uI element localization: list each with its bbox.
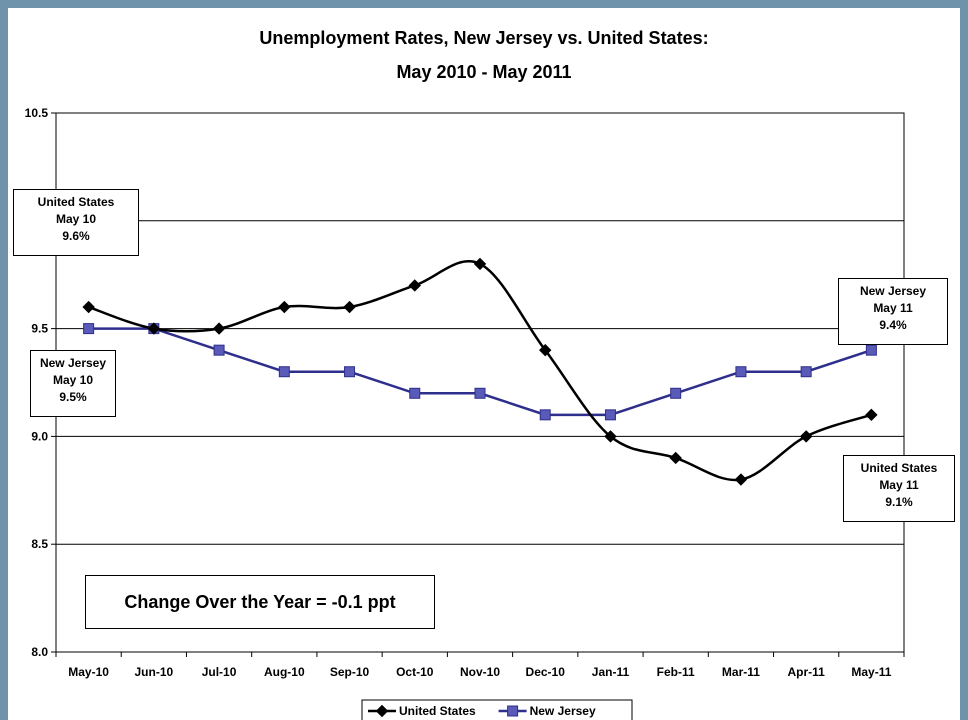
change-over-year-box: Change Over the Year = -0.1 ppt [85,575,435,629]
data-point-united-states [82,300,95,314]
data-point-new-jersey [670,387,682,399]
data-point-united-states [604,430,617,443]
callout-us-may11: United States May 11 9.1% [843,455,955,522]
callout-line: 9.1% [885,495,913,509]
y-tick-label: 9.5 [31,322,48,336]
x-tick-label: Sep-10 [330,665,370,679]
data-point-new-jersey [604,409,616,421]
y-tick-label: 8.5 [31,537,48,551]
x-tick-label: Jun-10 [135,665,174,679]
x-tick-label: Jul-10 [202,665,237,679]
callout-line: May 10 [55,212,97,226]
data-point-united-states [539,343,552,357]
data-point-new-jersey [800,366,812,378]
data-point-united-states [865,408,878,422]
data-point-united-states [473,257,487,271]
x-tick-label: Nov-10 [460,665,500,679]
data-point-new-jersey [474,387,486,399]
data-point-united-states [147,322,161,335]
data-point-united-states [343,300,356,314]
x-tick-label: May-10 [68,665,109,679]
data-point-united-states [734,473,748,486]
callout-us-may10: United States May 10 9.6% [13,189,139,256]
data-point-new-jersey [539,409,551,421]
y-tick-label: 10.5 [25,106,49,120]
data-point-new-jersey [735,366,747,378]
data-point-new-jersey [344,366,356,378]
data-point-united-states [799,430,813,443]
x-tick-label: Jan-11 [592,665,630,679]
callout-line: New Jersey [39,356,107,370]
data-point-new-jersey [83,323,95,335]
callout-nj-may11: New Jersey May 11 9.4% [838,278,948,345]
y-tick-label: 9.0 [31,429,48,443]
legend-box [361,699,633,720]
x-tick-label: Dec-10 [526,665,566,679]
callout-line: May 11 [879,478,919,492]
data-point-new-jersey [409,387,421,399]
data-point-new-jersey [213,344,225,356]
callout-line: 9.6% [62,229,90,243]
data-point-united-states [278,300,291,314]
data-point-new-jersey [865,344,877,356]
data-point-new-jersey [278,366,290,378]
callout-line: 9.4% [879,318,907,332]
y-tick-label: 8.0 [31,645,48,659]
callout-line: 9.5% [59,390,87,404]
callout-line: United States [37,195,115,209]
x-tick-label: Aug-10 [264,665,305,679]
data-point-united-states [212,322,226,335]
chart-subtitle: May 2010 - May 2011 [396,62,571,82]
x-tick-label: May-11 [851,665,891,679]
data-point-united-states [669,451,682,465]
callout-line: May 11 [873,301,913,315]
callout-line: New Jersey [859,284,927,298]
x-tick-label: Oct-10 [396,665,434,679]
legend-label-new-jersey: New Jersey [530,704,596,718]
x-tick-label: Feb-11 [657,665,695,679]
legend-label-united-states: United States [399,704,476,718]
callout-nj-may10: New Jersey May 10 9.5% [30,350,116,417]
legend-marker-united-states [375,704,389,718]
legend: United States New Jersey [361,699,633,720]
chart-title: Unemployment Rates, New Jersey vs. Unite… [259,28,708,48]
x-tick-label: Mar-11 [722,665,760,679]
data-point-united-states [408,279,421,292]
callout-line: May 10 [52,373,94,387]
change-over-year-text: Change Over the Year = -0.1 ppt [124,591,396,612]
legend-marker-new-jersey [507,705,519,717]
x-tick-label: Apr-11 [787,665,825,679]
callout-line: United States [860,461,938,475]
